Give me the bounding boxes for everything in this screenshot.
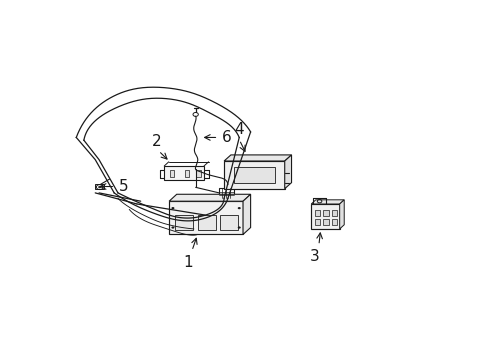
- Bar: [220, 215, 238, 230]
- Polygon shape: [224, 155, 291, 161]
- Bar: [175, 215, 193, 230]
- Bar: [169, 170, 174, 177]
- Bar: [197, 215, 215, 230]
- Bar: [311, 204, 339, 229]
- Circle shape: [237, 207, 240, 209]
- Bar: [169, 201, 243, 234]
- Polygon shape: [311, 200, 344, 204]
- Bar: [184, 170, 189, 177]
- Bar: [331, 219, 336, 225]
- Text: 1: 1: [183, 255, 192, 270]
- Circle shape: [171, 226, 174, 229]
- Bar: [164, 166, 203, 180]
- Polygon shape: [243, 194, 250, 234]
- Bar: [224, 161, 284, 189]
- Text: 4: 4: [234, 122, 244, 137]
- Text: 6: 6: [222, 130, 231, 145]
- Bar: [95, 184, 103, 189]
- Circle shape: [237, 226, 240, 229]
- Text: 3: 3: [309, 249, 319, 264]
- Circle shape: [171, 207, 174, 209]
- Circle shape: [99, 186, 101, 188]
- Polygon shape: [339, 200, 344, 229]
- Bar: [331, 210, 336, 216]
- Bar: [196, 170, 200, 177]
- Bar: [314, 210, 320, 216]
- Bar: [314, 219, 320, 225]
- Bar: [323, 219, 328, 225]
- Polygon shape: [169, 194, 250, 201]
- Bar: [233, 167, 275, 183]
- Polygon shape: [284, 155, 291, 189]
- Bar: [219, 188, 233, 198]
- Text: 5: 5: [119, 179, 128, 194]
- Bar: [323, 210, 328, 216]
- Text: 2: 2: [151, 134, 161, 149]
